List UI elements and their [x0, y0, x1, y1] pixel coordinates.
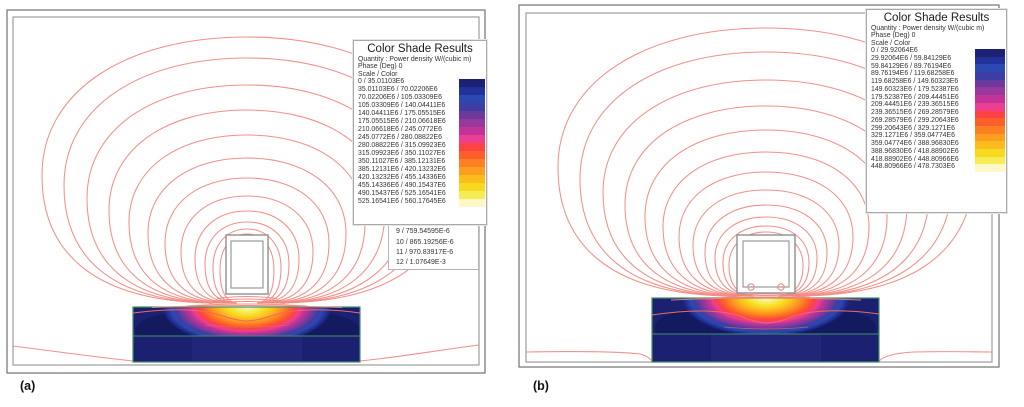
power-density-hotspot	[682, 298, 850, 334]
colorbar-band	[975, 56, 1005, 65]
isoline-row: 11 / 970.83917E-6	[396, 248, 454, 256]
scale-row: 420.13232E6 / 455.14336E6	[358, 174, 446, 181]
legend-quantity: Quantity : Power density W/(cubic m)	[871, 25, 985, 32]
workpiece-slab	[132, 306, 361, 363]
colorbar-band	[459, 111, 485, 119]
legend-title: Color Shade Results	[883, 12, 990, 24]
legend-scale-rows: 0 / 29.92064E6 29.92064E6 / 59.84129E6 59.…	[871, 47, 959, 171]
color-shade-legend-b: Color Shade Results Quantity : Power den…	[866, 9, 1007, 213]
legend-quantity: Quantity : Power density W/(cubic m)	[358, 56, 472, 63]
colorbar-band	[975, 156, 1005, 165]
colorbar-band	[975, 125, 1005, 134]
colorbar-band	[459, 151, 485, 159]
color-shade-legend-a: Color Shade Results Quantity : Power den…	[353, 40, 487, 225]
colorbar-band	[459, 191, 485, 199]
colorbar-band	[975, 148, 1005, 157]
colorbar-band	[975, 164, 1005, 172]
colorbar-band	[459, 143, 485, 151]
scale-row: 245.0772E6 / 280.08822E6	[358, 134, 442, 141]
scale-row: 89.76194E6 / 119.68258E6	[871, 70, 955, 78]
legend-colorbar	[459, 79, 485, 207]
scale-row: 149.60323E6 / 179.52387E6	[871, 85, 959, 93]
legend-phase: Phase (Deg) 0	[871, 32, 916, 40]
panel-label-b: (b)	[533, 379, 549, 393]
scale-row: 359.04774E6 / 388.96830E6	[871, 140, 959, 147]
colorbar-band	[459, 199, 485, 207]
scale-row: 209.44451E6 / 239.36515E6	[871, 101, 959, 109]
scale-row: 315.09923E6 / 350.11027E6	[358, 150, 446, 157]
colorbar-band	[459, 135, 485, 143]
legend-scale-label: Scale / Color	[358, 70, 398, 78]
scale-row: 280.08822E6 / 315.09923E6	[358, 142, 446, 149]
induction-coil	[225, 234, 269, 295]
scale-row: 350.11027E6 / 385.12131E6	[358, 158, 446, 165]
flux-squeeze-lines	[670, 293, 862, 301]
colorbar-band	[975, 95, 1005, 103]
colorbar-band	[459, 87, 485, 95]
workpiece-slab	[651, 297, 880, 363]
isoline-row: 9 / 759.54595E-6	[396, 228, 450, 236]
scale-row: 329.1271E6 / 359.04774E6	[871, 132, 955, 140]
scale-row: 70.02206E6 / 105.03309E6	[358, 94, 442, 101]
scale-row: 299.20643E6 / 329.1271E6	[871, 124, 955, 132]
scale-row: 140.04411E6 / 175.05515E6	[358, 110, 446, 117]
colorbar-band	[975, 102, 1005, 111]
colorbar-band	[459, 119, 485, 127]
colorbar-band	[975, 110, 1005, 119]
colorbar-band	[459, 127, 485, 135]
colorbar-band	[975, 49, 1005, 57]
scale-row: 455.14336E6 / 490.15437E6	[358, 182, 446, 189]
scale-row: 448.80966E6 / 478.7303E6	[871, 163, 955, 171]
scale-row: 239.36515E6 / 269.28579E6	[871, 109, 959, 116]
slab-flux-line	[651, 310, 880, 324]
scale-row: 418.88902E6 / 448.80966E6	[871, 155, 959, 163]
scale-row: 0 / 35.01103E6	[358, 78, 405, 85]
scale-row: 175.05515E6 / 210.06618E6	[358, 118, 446, 125]
colorbar-band	[975, 141, 1005, 149]
scale-row: 385.12131E6 / 420.13232E6	[358, 166, 446, 173]
scale-row: 525.16541E6 / 560.17645E6	[358, 198, 446, 205]
panel-label-a: (a)	[20, 379, 36, 393]
colorbar-band	[975, 79, 1005, 88]
flux-contours	[526, 27, 992, 362]
colorbar-band	[459, 167, 485, 175]
scale-row: 35.01103E6 / 70.02206E6	[358, 86, 438, 93]
colorbar-band	[459, 183, 485, 191]
colorbar-band	[459, 79, 485, 87]
legend-colorbar	[975, 49, 1005, 172]
colorbar-band	[975, 133, 1005, 142]
isoline-row: 10 / 865.19256E-6	[396, 238, 454, 246]
isoline-row: 12 / 1.07649E-3	[396, 259, 446, 267]
scale-row: 210.06618E6 / 245.0772E6	[358, 126, 442, 133]
legend-scale-rows: 0 / 35.01103E6 35.01103E6 / 70.02206E6 70.…	[358, 78, 446, 206]
scale-row: 29.92064E6 / 59.84129E6	[871, 54, 952, 62]
scale-row: 179.52387E6 / 209.44451E6	[871, 93, 959, 101]
colorbar-band	[459, 159, 485, 167]
colorbar-band	[975, 64, 1005, 73]
scale-row: 0 / 29.92064E6	[871, 47, 918, 54]
scale-row: 105.03309E6 / 140.04411E6	[358, 102, 446, 109]
scale-row: 119.68258E6 / 149.60323E6	[871, 78, 959, 85]
colorbar-band	[975, 118, 1005, 126]
scale-row: 388.96830E6 / 418.88902E6	[871, 147, 959, 155]
colorbar-band	[459, 95, 485, 103]
colorbar-band	[975, 87, 1005, 96]
colorbar-band	[975, 72, 1005, 80]
colorbar-band	[459, 103, 485, 111]
flux-squeeze-lines	[151, 296, 343, 308]
slab-flux-line	[132, 309, 361, 322]
colorbar-band	[459, 175, 485, 183]
legend-phase: Phase (Deg) 0	[358, 63, 403, 71]
legend-scale-label: Scale / Color	[871, 39, 911, 47]
scale-row: 490.15437E6 / 525.16541E6	[358, 190, 446, 197]
scale-row: 269.28579E6 / 299.20643E6	[871, 116, 959, 124]
induction-coil	[736, 234, 796, 294]
legend-title: Color Shade Results	[367, 43, 473, 55]
scale-row: 59.84129E6 / 89.76194E6	[871, 62, 952, 70]
